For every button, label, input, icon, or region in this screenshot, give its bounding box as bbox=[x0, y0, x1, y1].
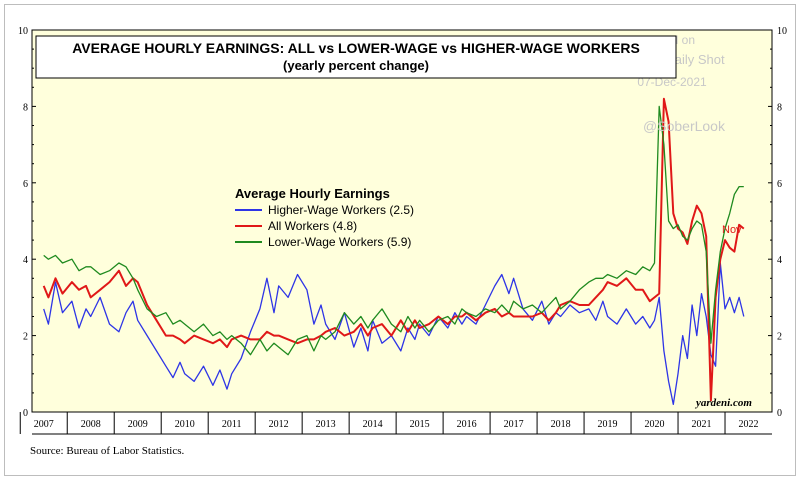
x-tick-label: 2022 bbox=[739, 419, 759, 430]
nov-annotation: Nov bbox=[722, 224, 742, 236]
x-tick-label: 2009 bbox=[128, 419, 148, 430]
x-tick-label: 2012 bbox=[269, 419, 289, 430]
x-tick-label: 2013 bbox=[316, 419, 336, 430]
legend: Average Hourly Earnings Higher-Wage Work… bbox=[235, 186, 414, 249]
y-tick-label-right: 10 bbox=[777, 26, 787, 37]
y-tick-label-right: 2 bbox=[777, 332, 782, 343]
x-tick-label: 2020 bbox=[645, 419, 665, 430]
y-tick-label-right: 0 bbox=[777, 408, 782, 419]
series-line-1 bbox=[42, 97, 745, 402]
legend-label-0: Higher-Wage Workers (2.5) bbox=[268, 203, 414, 217]
x-tick-label: 2018 bbox=[551, 419, 571, 430]
x-tick-label: 2016 bbox=[457, 419, 477, 430]
chart-title: AVERAGE HOURLY EARNINGS: ALL vs LOWER-WA… bbox=[72, 40, 640, 56]
x-tick-label: 2014 bbox=[363, 419, 383, 430]
legend-title: Average Hourly Earnings bbox=[235, 186, 390, 201]
legend-label-2: Lower-Wage Workers (5.9) bbox=[268, 235, 411, 249]
x-tick-label: 2010 bbox=[175, 419, 195, 430]
x-tick-label: 2019 bbox=[598, 419, 618, 430]
source-note: Source: Bureau of Labor Statistics. bbox=[30, 445, 185, 457]
yardeni-credit: yardeni.com bbox=[694, 397, 752, 409]
x-tick-label: 2015 bbox=[410, 419, 430, 430]
x-tick-label: 2017 bbox=[504, 419, 524, 430]
y-tick-label-left: 6 bbox=[23, 179, 28, 190]
x-tick-label: 2008 bbox=[81, 419, 101, 430]
x-tick-label: 2011 bbox=[222, 419, 242, 430]
y-tick-label-left: 0 bbox=[23, 408, 28, 419]
chart-subtitle: (yearly percent change) bbox=[283, 58, 429, 73]
legend-label-1: All Workers (4.8) bbox=[268, 219, 357, 233]
series-line-0 bbox=[43, 262, 745, 406]
y-tick-label-left: 4 bbox=[23, 255, 28, 266]
series-line-2 bbox=[43, 105, 744, 356]
y-tick-label-left: 8 bbox=[23, 102, 28, 113]
x-tick-label: 2007 bbox=[34, 419, 54, 430]
axis-ticks: 0 0 2 2 4 4 6 6 8 8 10 10 2007 2008 2009 2010 2011 2012 20… bbox=[18, 26, 787, 435]
watermark-line-4: @SoberLook bbox=[643, 118, 726, 134]
title-box bbox=[35, 35, 677, 79]
y-tick-label-right: 8 bbox=[777, 102, 782, 113]
y-tick-label-right: 6 bbox=[777, 179, 782, 190]
y-tick-label-left: 2 bbox=[23, 332, 28, 343]
series-lines bbox=[42, 97, 745, 406]
y-tick-label-left: 10 bbox=[18, 26, 28, 37]
x-tick-label: 2021 bbox=[692, 419, 712, 430]
y-tick-label-right: 4 bbox=[777, 255, 782, 266]
